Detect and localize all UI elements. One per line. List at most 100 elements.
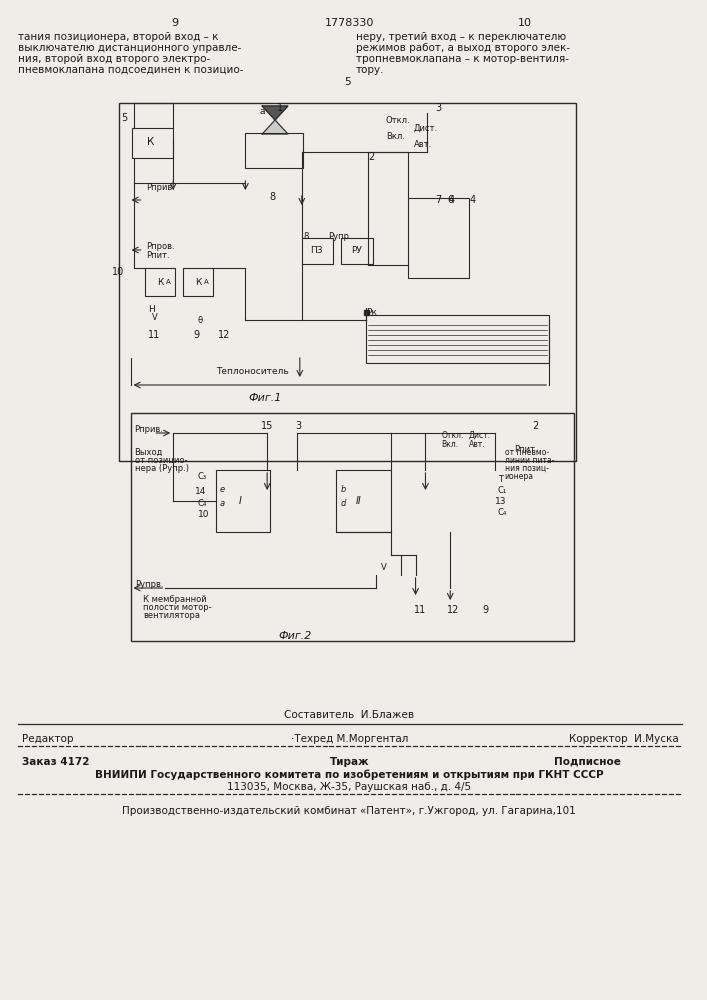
Bar: [337, 470, 391, 532]
Text: 2: 2: [368, 152, 374, 162]
Text: Тираж: Тираж: [329, 757, 369, 767]
Polygon shape: [262, 120, 288, 134]
Text: 5: 5: [344, 77, 351, 87]
Text: 7: 7: [436, 195, 442, 205]
Text: 1778330: 1778330: [325, 18, 374, 28]
Text: ния позиц-: ния позиц-: [505, 464, 549, 473]
Text: 113035, Москва, Ж-35, Раушская наб., д. 4/5: 113035, Москва, Ж-35, Раушская наб., д. …: [227, 782, 472, 792]
Text: Производственно-издательский комбинат «Патент», г.Ужгород, ул. Гагарина,101: Производственно-издательский комбинат «П…: [122, 806, 576, 816]
Text: 2: 2: [532, 421, 539, 431]
Text: V: V: [151, 313, 157, 322]
Text: 13: 13: [495, 497, 506, 506]
Text: пневмоклапана подсоединен к позицио-: пневмоклапана подсоединен к позицио-: [18, 65, 243, 75]
Text: 3: 3: [436, 103, 441, 113]
Text: Вкл.: Вкл.: [386, 132, 405, 141]
Text: Рприв.: Рприв.: [134, 425, 163, 434]
Text: e: e: [220, 485, 225, 494]
Polygon shape: [262, 106, 288, 120]
Bar: [119, 103, 576, 461]
Text: Подписное: Подписное: [554, 757, 621, 767]
Text: Редактор: Редактор: [22, 734, 74, 744]
Text: А: А: [204, 279, 209, 285]
Text: 8: 8: [304, 232, 309, 241]
Text: ВНИИПИ Государственного комитета по изобретениям и открытиям при ГКНТ СССР: ВНИИПИ Государственного комитета по изоб…: [95, 770, 604, 780]
Text: Рупр.: Рупр.: [329, 232, 352, 241]
Text: Фиг.2: Фиг.2: [278, 631, 312, 641]
Text: К: К: [147, 137, 154, 147]
Text: режимов работ, а выход второго элек-: режимов работ, а выход второго элек-: [356, 43, 571, 53]
Text: b: b: [340, 485, 346, 494]
Text: Дист.: Дист.: [469, 431, 491, 440]
Text: 9: 9: [193, 330, 199, 340]
Bar: [132, 128, 173, 158]
Text: ионера: ионера: [505, 472, 534, 481]
Text: Рпит.: Рпит.: [146, 251, 170, 260]
Text: 4: 4: [448, 195, 455, 205]
Text: θ: θ: [197, 316, 202, 325]
Bar: [146, 268, 175, 296]
Text: Рпров.: Рпров.: [146, 242, 175, 251]
Text: II: II: [356, 496, 361, 506]
Bar: [366, 315, 549, 363]
Bar: [302, 238, 334, 264]
Text: 10: 10: [518, 18, 532, 28]
Text: линии пита-: линии пита-: [505, 456, 554, 465]
Text: тору.: тору.: [356, 65, 385, 75]
Text: 10: 10: [112, 267, 124, 277]
Text: C₁: C₁: [498, 486, 507, 495]
Text: Теплоноситель: Теплоноситель: [216, 367, 288, 376]
Bar: [364, 310, 369, 315]
Text: Фиг.1: Фиг.1: [248, 393, 282, 403]
Text: полости мотор-: полости мотор-: [144, 603, 212, 612]
Text: ·Техред М.Моргентал: ·Техред М.Моргентал: [291, 734, 408, 744]
Text: К мембранной: К мембранной: [144, 595, 207, 604]
Text: Выход: Выход: [134, 448, 163, 457]
Text: нера (Рупр.): нера (Рупр.): [134, 464, 189, 473]
Text: от позицио-: от позицио-: [134, 456, 187, 465]
Text: Вкл.: Вкл.: [441, 440, 458, 449]
Text: 14: 14: [195, 487, 206, 496]
Text: ния, второй вход второго электро-: ния, второй вход второго электро-: [18, 54, 210, 64]
Text: С₃: С₃: [198, 472, 207, 481]
Text: К: К: [194, 278, 201, 287]
Text: выключателю дистанционного управле-: выключателю дистанционного управле-: [18, 43, 241, 53]
Text: 6: 6: [448, 195, 453, 205]
Text: тропневмоклапана – к мотор-вентиля-: тропневмоклапана – к мотор-вентиля-: [356, 54, 569, 64]
Text: Авт.: Авт.: [469, 440, 486, 449]
Text: неру, третий вход – к переключателю: неру, третий вход – к переключателю: [356, 32, 566, 42]
Text: Откл.: Откл.: [441, 431, 464, 440]
Text: I: I: [239, 496, 242, 506]
Text: a: a: [220, 499, 225, 508]
Text: 15: 15: [261, 421, 274, 431]
Bar: [131, 413, 574, 641]
Bar: [183, 268, 213, 296]
Text: Составитель  И.Блажев: Составитель И.Блажев: [284, 710, 414, 720]
Text: Заказ 4172: Заказ 4172: [22, 757, 89, 767]
Text: 3: 3: [295, 421, 301, 431]
Text: Дист.: Дист.: [414, 124, 438, 133]
Text: РУ: РУ: [351, 246, 362, 255]
Bar: [245, 133, 303, 168]
Text: T: T: [498, 475, 503, 484]
Text: от пневмо-: от пневмо-: [505, 448, 549, 457]
Text: ПЗ: ПЗ: [310, 246, 323, 255]
Bar: [408, 198, 469, 278]
Text: 12: 12: [448, 605, 460, 615]
Text: 12: 12: [218, 330, 230, 340]
Text: А: А: [166, 279, 171, 285]
Text: Откл.: Откл.: [386, 116, 411, 125]
Text: тания позиционера, второй вход – к: тания позиционера, второй вход – к: [18, 32, 218, 42]
Text: 5: 5: [121, 113, 127, 123]
Text: 1: 1: [277, 103, 284, 113]
Text: вентилятора: вентилятора: [144, 611, 201, 620]
Text: С₄: С₄: [198, 499, 207, 508]
Text: C₄: C₄: [498, 508, 507, 517]
Bar: [216, 470, 270, 532]
Text: Рприв.: Рприв.: [146, 183, 175, 192]
Text: 8: 8: [269, 192, 275, 202]
Text: Авт.: Авт.: [414, 140, 432, 149]
Text: К: К: [157, 278, 163, 287]
Text: 4: 4: [470, 195, 476, 205]
Text: V: V: [381, 563, 387, 572]
Text: Рк: Рк: [366, 308, 377, 317]
